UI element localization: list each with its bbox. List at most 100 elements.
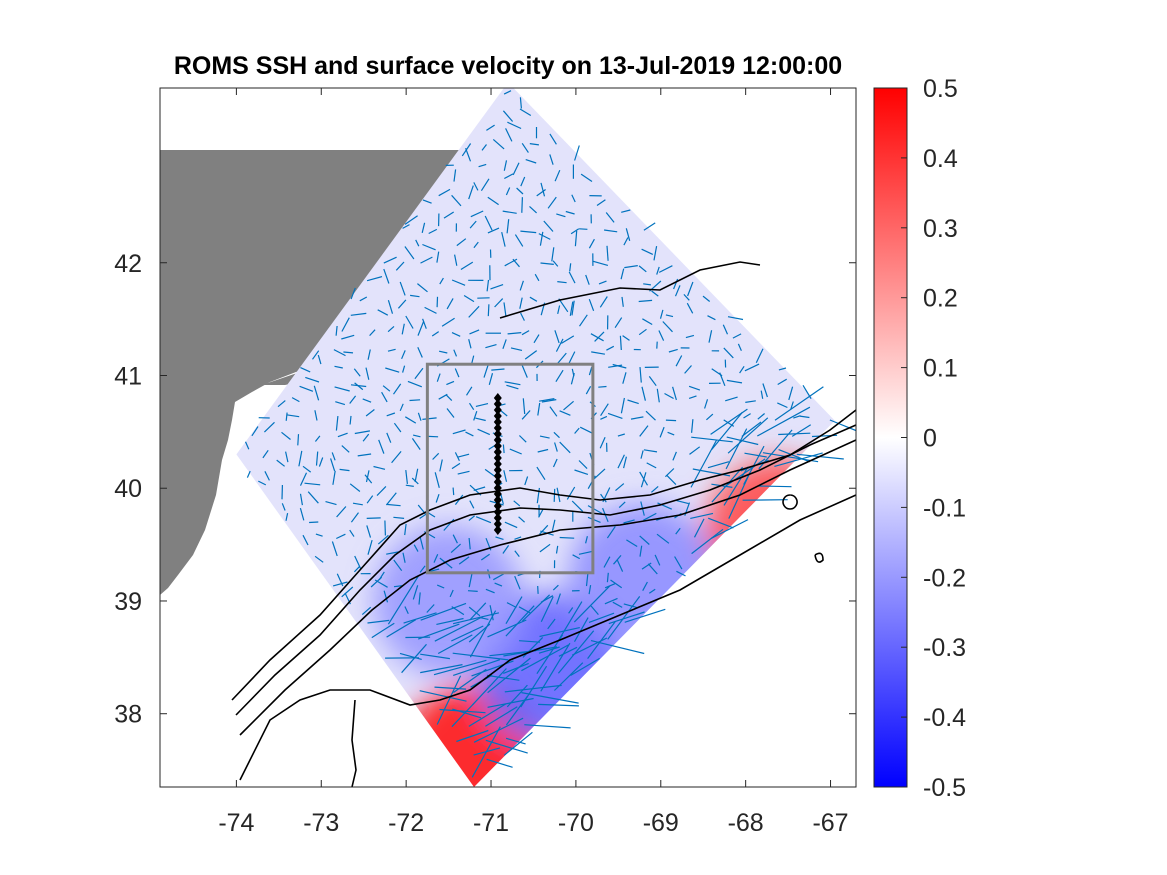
- velocity-arrow: [571, 300, 575, 316]
- velocity-arrow: [312, 350, 320, 360]
- velocity-arrow: [281, 431, 291, 440]
- velocity-arrow: [707, 517, 734, 529]
- velocity-arrow: [439, 459, 443, 472]
- velocity-arrow: [473, 241, 479, 249]
- velocity-arrow: [276, 459, 285, 467]
- velocity-arrow: [640, 472, 647, 488]
- velocity-arrow: [467, 590, 478, 592]
- velocity-arrow: [420, 653, 450, 660]
- velocity-arrow: [487, 227, 500, 234]
- velocity-arrow: [366, 495, 374, 504]
- velocity-arrow: [364, 474, 373, 484]
- velocity-arrow: [433, 659, 487, 676]
- velocity-arrow: [675, 527, 681, 535]
- colorbar-tick-label: 0.4: [923, 145, 958, 173]
- velocity-arrow: [393, 516, 405, 519]
- velocity-arrow: [503, 90, 512, 95]
- velocity-arrow: [486, 674, 520, 681]
- velocity-arrow: [439, 277, 444, 285]
- velocity-arrow: [623, 237, 629, 246]
- velocity-arrow: [452, 612, 500, 625]
- velocity-arrow: [414, 468, 419, 483]
- velocity-arrow: [570, 228, 580, 235]
- velocity-arrow: [337, 432, 348, 438]
- velocity-arrow: [339, 468, 350, 472]
- velocity-arrow: [732, 333, 742, 339]
- velocity-arrow: [618, 501, 626, 509]
- velocity-arrow: [707, 315, 716, 321]
- velocity-arrow: [418, 592, 421, 605]
- velocity-arrow: [540, 642, 571, 692]
- velocity-arrow: [557, 281, 567, 284]
- velocity-arrow: [557, 630, 595, 674]
- velocity-arrow: [415, 239, 420, 247]
- velocity-arrow: [446, 408, 455, 418]
- velocity-arrow: [617, 454, 625, 469]
- velocity-arrow: [366, 276, 383, 282]
- velocity-arrow: [395, 261, 405, 271]
- velocity-arrow: [399, 652, 422, 660]
- velocity-arrow: [453, 659, 501, 676]
- velocity-arrow: [762, 383, 768, 398]
- velocity-arrow: [555, 369, 564, 383]
- velocity-arrow: [384, 520, 386, 536]
- velocity-arrow: [604, 597, 618, 605]
- velocity-arrow: [331, 452, 336, 461]
- velocity-arrow: [620, 397, 625, 414]
- axes-frame: [159, 87, 857, 788]
- velocity-arrow: [315, 451, 319, 466]
- velocity-arrow: [457, 453, 470, 458]
- velocity-arrow: [539, 543, 551, 553]
- velocity-arrow: [704, 399, 709, 409]
- velocity-arrow: [386, 619, 417, 638]
- velocity-arrow: [452, 487, 455, 496]
- velocity-arrow: [662, 321, 673, 333]
- velocity-arrow: [569, 301, 574, 316]
- velocity-arrow: [590, 333, 604, 342]
- velocity-arrow: [402, 365, 406, 373]
- velocity-arrow: [438, 350, 448, 354]
- velocity-arrow: [307, 491, 319, 504]
- transect-marker: [493, 471, 502, 482]
- velocity-arrow: [623, 456, 627, 469]
- velocity-arrow: [509, 448, 522, 455]
- velocity-arrow: [725, 396, 738, 402]
- transect-marker: [493, 399, 502, 410]
- colorbar-ticks: 0.5 0.4 0.3 0.2 0.1 0 -0.1 -0.2 -0.3 -0.4 -0.5: [901, 75, 966, 802]
- velocity-arrow: [468, 606, 481, 617]
- transect-marker: [493, 495, 502, 506]
- velocity-arrow: [419, 565, 426, 573]
- velocity-arrow: [829, 419, 856, 432]
- velocity-arrow: [454, 452, 460, 462]
- velocity-arrow: [503, 470, 508, 482]
- velocity-arrow: [596, 199, 606, 206]
- velocity-arrow: [614, 317, 623, 329]
- velocity-arrow: [744, 363, 760, 372]
- velocity-arrow: [491, 368, 505, 371]
- y-tick-label: 40: [114, 475, 142, 503]
- velocity-arrow: [554, 169, 561, 182]
- velocity-arrow: [422, 243, 436, 251]
- velocity-arrow: [302, 534, 309, 546]
- velocity-arrow: [558, 646, 578, 657]
- velocity-arrow: [298, 450, 303, 467]
- velocity-arrow: [422, 318, 427, 329]
- velocity-arrow: [502, 444, 505, 454]
- velocity-arrow: [606, 572, 609, 583]
- velocity-arrow: [514, 536, 522, 540]
- velocity-arrow: [244, 441, 250, 450]
- velocity-arrow: [251, 426, 259, 437]
- velocity-arrow: [514, 550, 520, 557]
- velocity-arrow: [507, 121, 522, 130]
- velocity-arrow: [745, 400, 756, 403]
- transect-marker: [493, 525, 502, 536]
- velocity-arrow: [539, 435, 550, 439]
- velocity-arrow: [559, 536, 575, 539]
- velocity-arrow: [330, 458, 336, 472]
- velocity-arrow: [314, 555, 324, 563]
- velocity-arrow: [621, 209, 631, 213]
- transect-marker: [493, 465, 502, 476]
- velocity-arrow: [739, 365, 745, 374]
- velocity-arrow: [569, 263, 572, 272]
